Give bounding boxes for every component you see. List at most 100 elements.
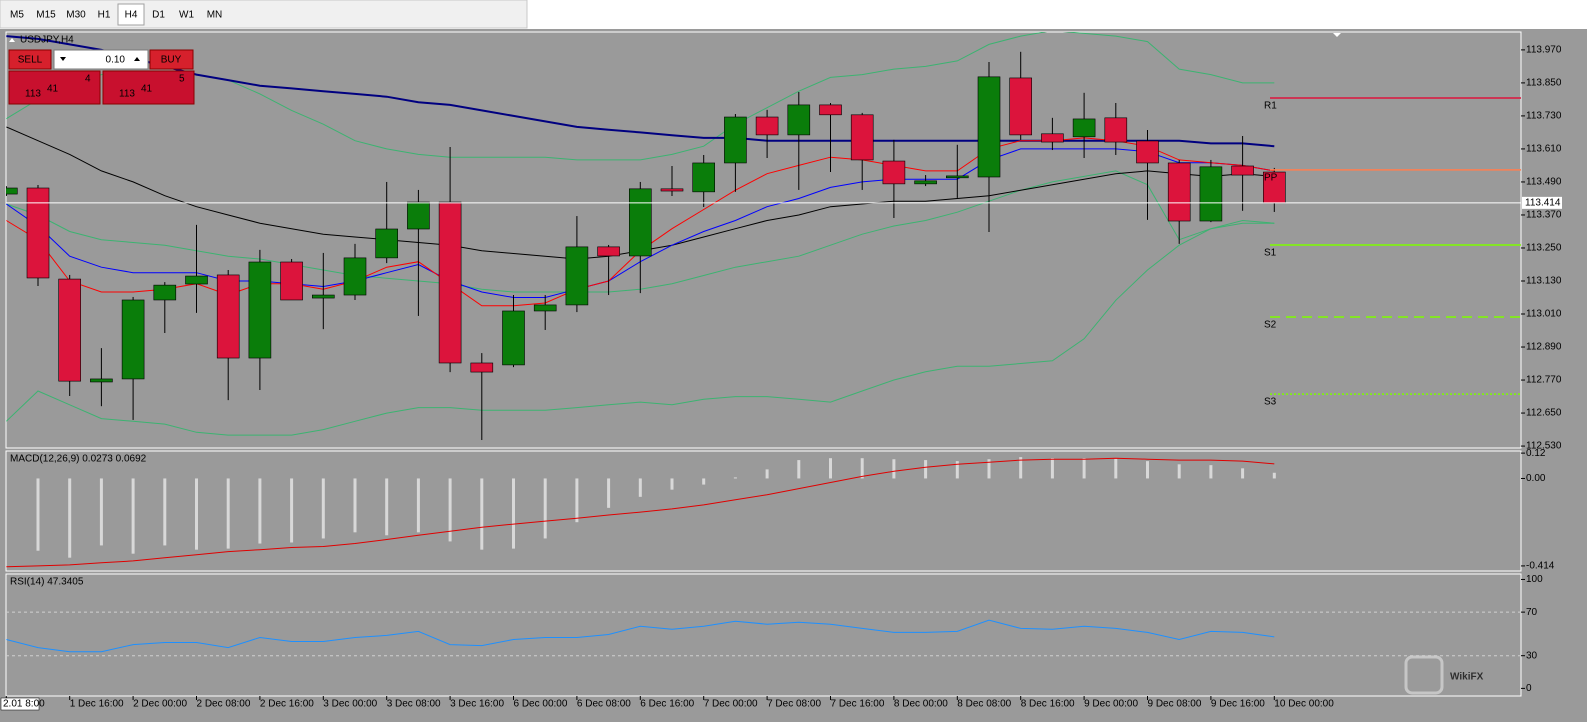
candle-body [1231, 165, 1254, 176]
y-tick-label: 112.530 [1526, 441, 1562, 452]
candle-body [850, 114, 874, 161]
price-pips[interactable]: 41 [141, 84, 153, 95]
pivot-label: S1 [1264, 248, 1277, 259]
volume-box[interactable] [53, 49, 149, 70]
volume-down[interactable] [60, 57, 66, 61]
candle-body [216, 274, 240, 359]
candle-body [628, 188, 652, 257]
candle-body [977, 76, 1001, 178]
macd-bar [607, 478, 611, 508]
x-tick-label: 2 Dec 00:00 [133, 699, 187, 710]
macd-bar [226, 478, 230, 549]
current-price-box [1522, 196, 1562, 209]
x-tick-label: 2.01 8:00 [3, 699, 45, 710]
y-tick-label: 113.370 [1526, 210, 1562, 221]
chart-layer: M5 M15 M30 H1 H4 D1 W1 MN 113.970 113.850 113.730 1… [0, 3, 1562, 711]
x-label-box [0, 697, 40, 711]
timeframe-label[interactable]: M5 [10, 10, 24, 21]
timeframe-button[interactable] [146, 4, 171, 25]
timeframe-button[interactable] [202, 4, 227, 25]
indicator-line [6, 219, 1275, 436]
price-big-figure[interactable]: 113 [119, 89, 135, 100]
candle-body [26, 187, 50, 279]
macd-bar [163, 478, 167, 546]
shift-marker [1333, 33, 1341, 37]
buy-label[interactable]: BUY [161, 55, 182, 66]
macd-bar [99, 478, 103, 546]
macd-bar [480, 478, 484, 550]
timeframe-button[interactable] [117, 3, 145, 26]
timeframe-label[interactable]: MN [207, 10, 223, 21]
timeframe-button[interactable] [32, 4, 60, 25]
candle-body [597, 246, 620, 257]
price-big-figure[interactable]: 113 [25, 89, 41, 100]
timeframe-button[interactable] [173, 4, 200, 25]
candle-body [1199, 166, 1223, 222]
volume-up[interactable] [134, 57, 140, 61]
candle-body [565, 246, 589, 306]
chart-window [0, 29, 1587, 722]
volume-value[interactable]: 0.10 [106, 55, 126, 66]
rsi-plot [6, 611, 1521, 657]
macd-bar [1241, 468, 1245, 479]
candle-body [90, 378, 113, 383]
y-tick-label: 30 [1526, 650, 1538, 661]
timeframe-button[interactable] [62, 4, 90, 25]
timeframe-label[interactable]: M30 [66, 10, 86, 21]
macd-bar [765, 469, 769, 479]
candle-body [1072, 118, 1096, 138]
current-price-label: 113.414 [1525, 197, 1561, 208]
macd-bar [36, 478, 40, 551]
candle-body [343, 257, 367, 296]
x-tick-label: 2 Dec 08:00 [197, 699, 251, 710]
x-tick-label: 10 Dec 00:00 [1274, 699, 1334, 710]
timeframe-button[interactable] [4, 4, 30, 25]
candle-body [945, 175, 969, 179]
candle-body [153, 284, 177, 301]
panel-border [5, 31, 1522, 449]
timeframe-label[interactable]: M15 [36, 10, 56, 21]
y-tick-label: 100 [1526, 574, 1543, 585]
y-tick-label: 113.730 [1526, 111, 1562, 122]
x-tick-label: 7 Dec 16:00 [831, 699, 885, 710]
macd-bar [860, 458, 864, 479]
sell-button[interactable] [8, 49, 52, 70]
price-fraction[interactable]: 4 [85, 74, 91, 85]
x-tick-label: 3 Dec 00:00 [323, 699, 377, 710]
candle-body [121, 299, 145, 380]
timeframe-label[interactable]: H4 [125, 10, 138, 21]
y-tick-label: 112.770 [1526, 375, 1562, 386]
timeframe-button[interactable] [92, 4, 116, 25]
price-box[interactable] [8, 70, 101, 105]
timeframe-label[interactable]: D1 [152, 10, 165, 21]
price-fraction[interactable]: 5 [179, 74, 185, 85]
candle-body [438, 201, 462, 364]
buy-button[interactable] [149, 49, 194, 70]
y-tick-label: 113.130 [1526, 276, 1562, 287]
timeframe-label[interactable]: W1 [179, 10, 194, 21]
y-tick-label: 113.490 [1526, 177, 1562, 188]
pivot-label: S2 [1264, 320, 1277, 331]
price-box[interactable] [102, 70, 195, 105]
x-tick-label: 3 Dec 16:00 [450, 699, 504, 710]
y-tick-label: 112.650 [1526, 408, 1562, 419]
macd-bar [987, 459, 991, 479]
macd-bar [1019, 457, 1023, 479]
macd-bar [416, 478, 420, 533]
macd-bar [1177, 464, 1181, 479]
candle-body [311, 294, 335, 299]
macd-bar [575, 478, 579, 523]
macd-bar [512, 478, 515, 549]
sell-label[interactable]: SELL [18, 55, 43, 66]
x-tick-label: 2 Dec 16:00 [260, 699, 314, 710]
panel-border [5, 573, 1522, 697]
chart-title: USDJPY,H4 [20, 35, 74, 46]
watermark-icon [1404, 655, 1444, 695]
timeframe-label[interactable]: H1 [98, 10, 111, 21]
price-pips[interactable]: 41 [47, 84, 59, 95]
y-tick-label: 113.850 [1526, 78, 1562, 89]
candle-body [502, 310, 525, 366]
macd-bar [1114, 458, 1118, 479]
macd-bar [638, 478, 642, 497]
x-tick-label: 1 Dec 16:00 [70, 699, 124, 710]
